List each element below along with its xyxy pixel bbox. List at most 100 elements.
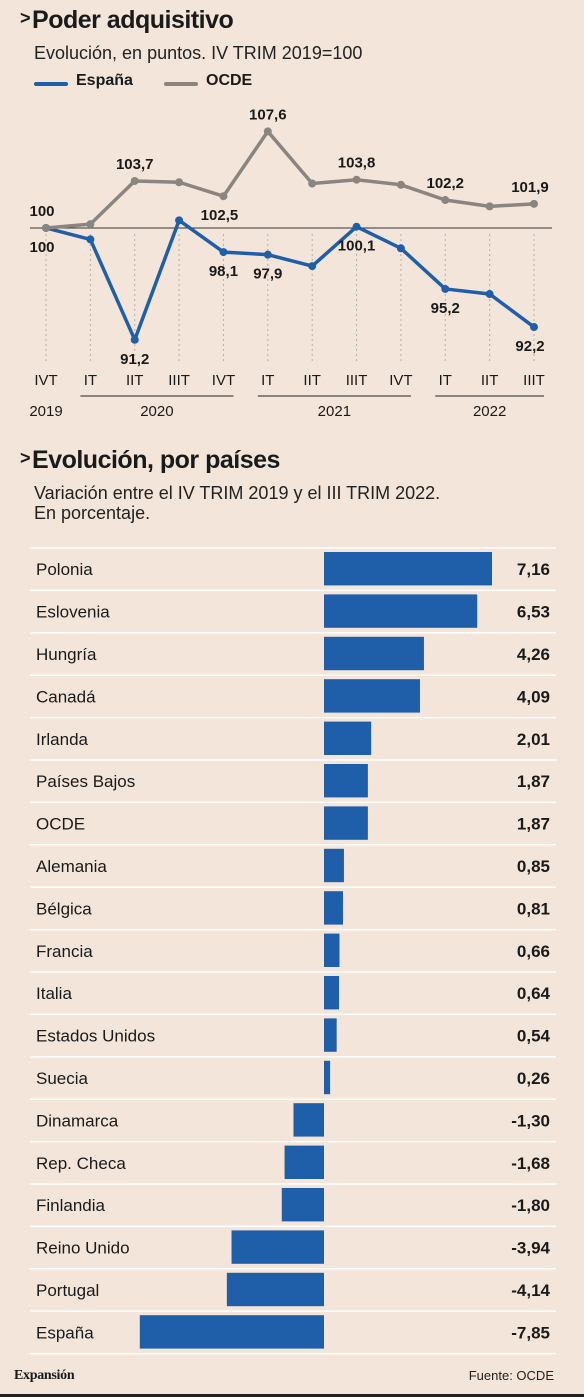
bar <box>293 1103 324 1137</box>
line-data-label: 98,1 <box>209 263 238 280</box>
value-label: 0,66 <box>517 942 550 961</box>
line-data-label: 100 <box>29 203 54 220</box>
value-label: 0,81 <box>517 899 550 918</box>
category-label: Hungría <box>36 645 97 664</box>
bar <box>324 848 344 883</box>
data-point-spain <box>441 284 450 293</box>
data-point-ocde <box>396 180 405 189</box>
data-point-spain <box>175 216 184 225</box>
value-label: 2,01 <box>517 730 550 749</box>
value-label: -7,85 <box>511 1323 550 1342</box>
data-point-spain <box>263 250 272 259</box>
data-point-ocde <box>175 178 184 187</box>
year-label: 2019 <box>29 403 62 420</box>
x-tick-label: IIT <box>126 372 144 389</box>
category-label: Eslovenia <box>36 603 110 622</box>
category-label: Reino Unido <box>36 1239 130 1258</box>
bar <box>226 1272 324 1307</box>
line-data-label: 103,8 <box>338 155 376 172</box>
bar <box>284 1145 324 1179</box>
category-label: Bélgica <box>36 899 92 918</box>
category-label: Finlandia <box>36 1196 106 1215</box>
value-label: 1,87 <box>517 772 550 791</box>
category-label: Suecia <box>36 1069 89 1088</box>
value-label: 1,87 <box>517 815 550 834</box>
line-data-label: 101,9 <box>511 179 549 196</box>
value-label: 4,09 <box>517 687 550 706</box>
year-label: 2022 <box>473 403 506 420</box>
category-label: OCDE <box>36 815 85 834</box>
x-tick-label: IVT <box>34 372 57 389</box>
data-point-ocde <box>263 127 272 136</box>
category-label: Estados Unidos <box>36 1027 155 1046</box>
x-tick-label: IVT <box>389 372 412 389</box>
bar-chart: Polonia Eslovenia Hungría Canadá Irlanda País… <box>30 547 556 1355</box>
line-data-label: 92,2 <box>515 338 544 355</box>
category-label: Italia <box>36 984 72 1003</box>
x-tick-label: IIIT <box>346 372 368 389</box>
legend-swatch-spain <box>34 82 68 86</box>
data-point-spain <box>219 248 228 257</box>
line-chart-title: >Poder adquisitivo <box>20 6 234 35</box>
bar-chart-title-text: Evolución, por países <box>32 446 280 474</box>
bar-chart-title: >Evolución, por países <box>20 446 280 475</box>
data-point-ocde <box>352 175 361 184</box>
data-point-spain <box>352 222 361 231</box>
x-tick-label: IT <box>439 372 452 389</box>
x-tick-label: IIT <box>481 372 499 389</box>
line-chart-title-text: Poder adquisitivo <box>32 6 234 34</box>
title-chevron-icon: > <box>20 8 31 28</box>
value-label: 0,85 <box>517 857 550 876</box>
bar <box>139 1315 324 1349</box>
legend-swatch-ocde <box>164 82 198 86</box>
line-chart-subtitle: Evolución, en puntos. IV TRIM 2019=100 <box>34 43 363 63</box>
bar <box>324 636 424 671</box>
x-tick-label: IIIT <box>168 372 190 389</box>
category-label: Canadá <box>36 687 96 706</box>
value-label: -1,30 <box>511 1111 550 1130</box>
bar <box>324 933 340 967</box>
legend-label-ocde: OCDE <box>206 72 253 89</box>
value-label: 0,54 <box>517 1027 551 1046</box>
bar <box>324 552 492 586</box>
series-line-spain <box>45 218 536 342</box>
category-label: Polonia <box>36 560 93 579</box>
data-point-ocde <box>42 223 50 232</box>
data-point-ocde <box>530 199 538 208</box>
category-label: Francia <box>36 942 93 961</box>
category-label: Rep. Checa <box>36 1154 126 1173</box>
value-label: 6,53 <box>517 603 550 622</box>
data-point-ocde <box>441 196 450 205</box>
x-tick-label: IVT <box>212 372 235 389</box>
x-tick-label: IIT <box>303 372 321 389</box>
value-label: 4,26 <box>517 645 550 664</box>
bar-chart-subtitle-line1: Variación entre el IV TRIM 2019 y el III… <box>34 483 441 503</box>
data-point-spain <box>530 323 538 332</box>
bar <box>324 806 368 840</box>
category-label: España <box>36 1323 94 1342</box>
bar <box>324 976 340 1010</box>
bar <box>281 1188 324 1222</box>
x-tick-label: IT <box>84 372 97 389</box>
data-point-spain <box>308 262 317 271</box>
line-data-label: 91,2 <box>120 351 149 368</box>
bar <box>324 679 420 713</box>
line-data-label: 102,5 <box>201 207 239 224</box>
data-point-ocde <box>86 220 95 229</box>
line-data-label: 100,1 <box>338 238 376 255</box>
value-label: 7,16 <box>517 560 550 579</box>
category-label: Irlanda <box>36 730 89 749</box>
data-point-ocde <box>219 192 228 201</box>
category-label: Portugal <box>36 1281 99 1300</box>
series-line-ocde <box>45 129 535 230</box>
bar <box>231 1230 324 1264</box>
category-label: Países Bajos <box>36 772 135 791</box>
data-point-spain <box>396 244 405 253</box>
bar-chart-subtitle-line2: En porcentaje. <box>34 503 151 523</box>
line-data-label: 107,6 <box>249 106 287 123</box>
data-point-spain <box>86 235 95 244</box>
line-chart: 100 100 103,7 91,2 102,5 98,1 107,6 97,9 103,8 10… <box>29 106 552 420</box>
bar <box>324 764 368 798</box>
bar <box>324 891 344 925</box>
year-label: 2020 <box>140 403 173 420</box>
